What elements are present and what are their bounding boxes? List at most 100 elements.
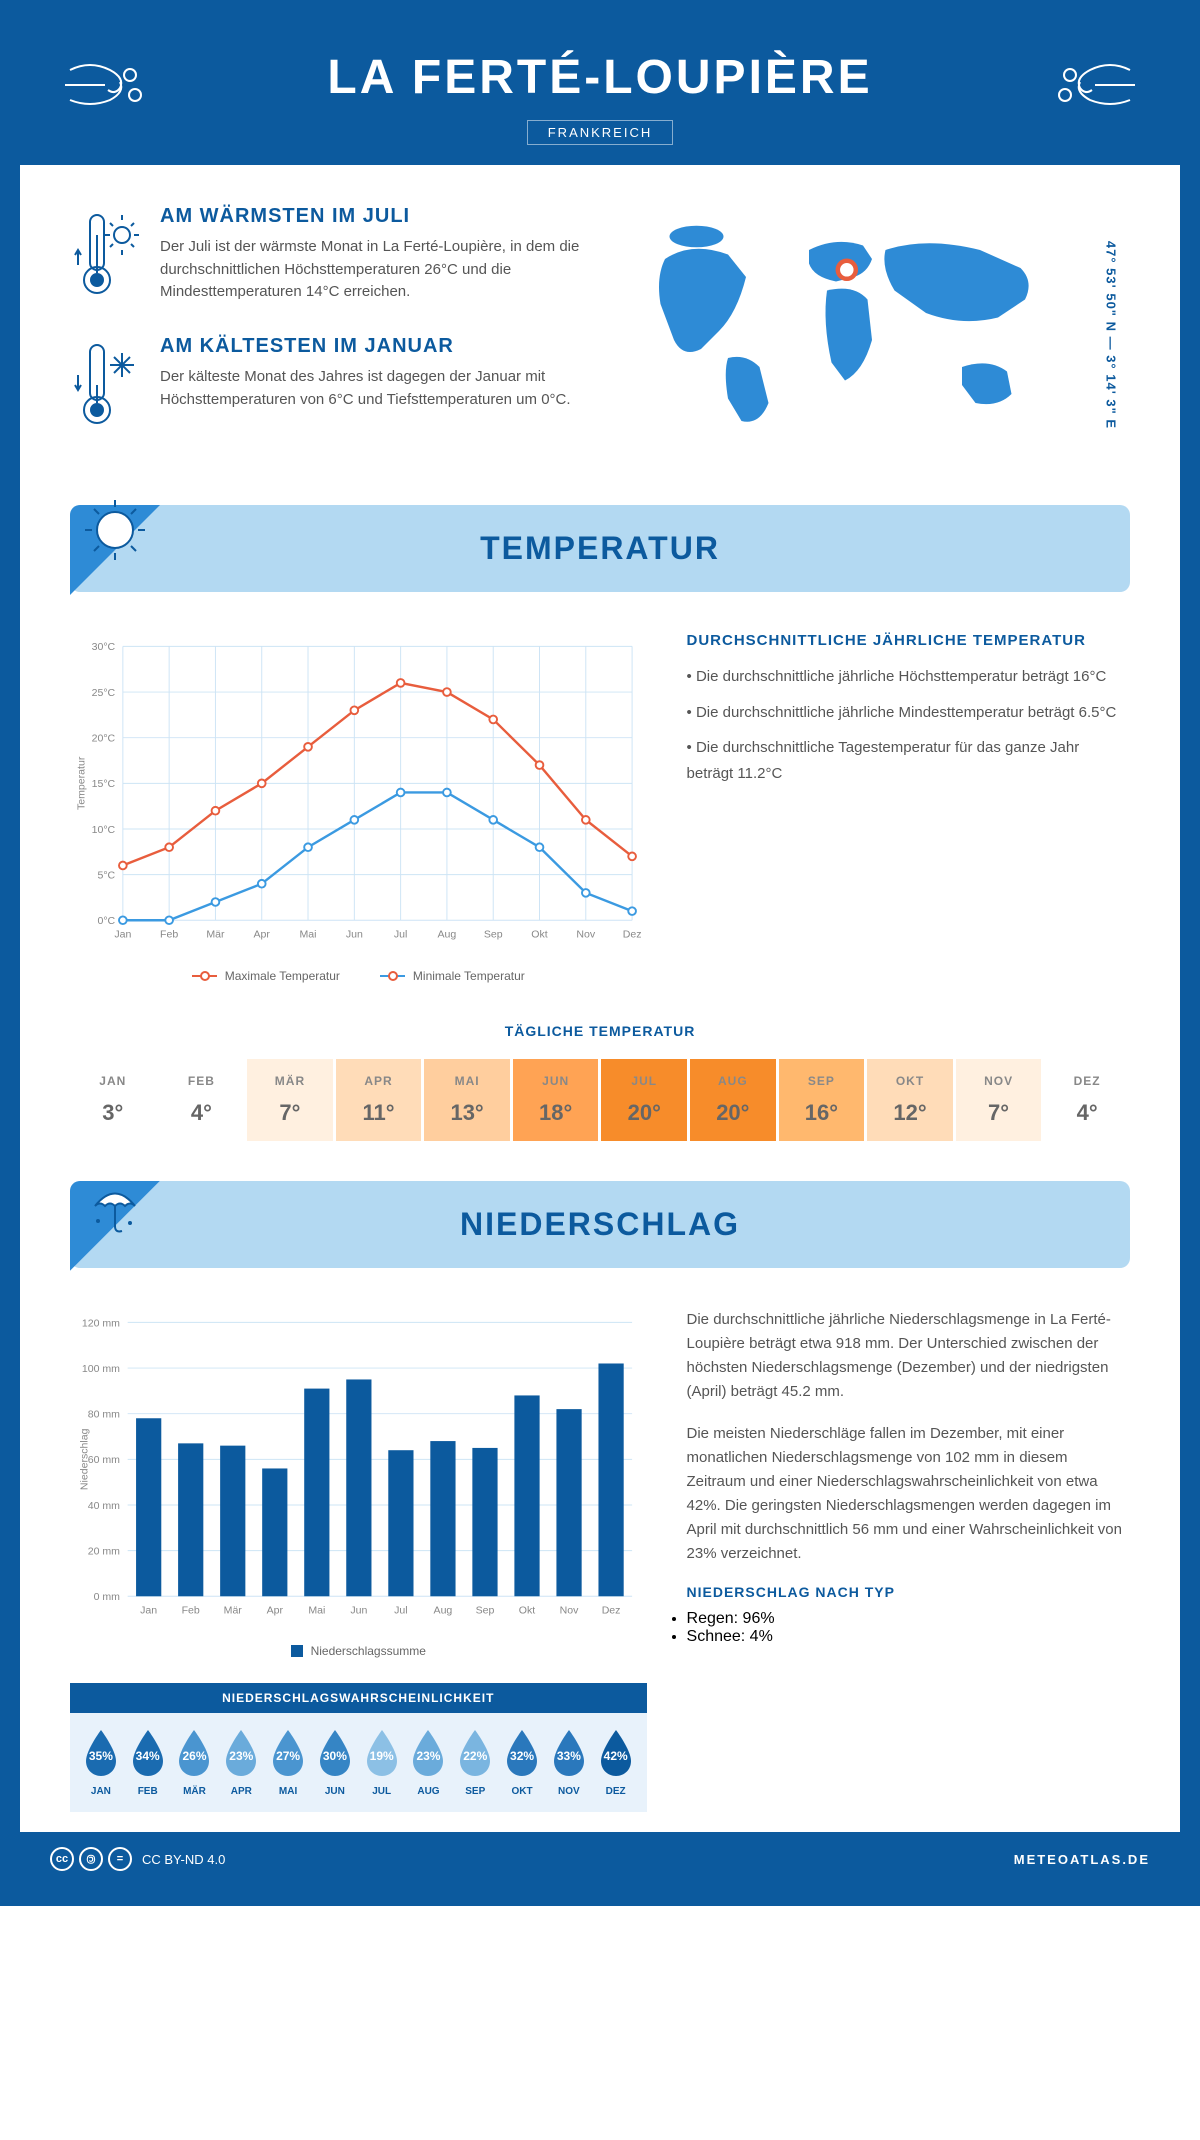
prob-cell: 35%JAN [80, 1728, 122, 1797]
svg-text:Mai: Mai [300, 929, 317, 941]
prob-cell: 23%APR [220, 1728, 262, 1797]
svg-text:Mai: Mai [308, 1604, 325, 1616]
precip-legend: Niederschlagssumme [70, 1644, 647, 1658]
prob-cell: 27%MAI [267, 1728, 309, 1797]
svg-text:Temperatur: Temperatur [75, 756, 87, 810]
svg-text:Apr: Apr [254, 929, 271, 941]
wind-icon-right [1040, 50, 1140, 120]
header: LA FERTÉ-LOUPIÈRE FRANKREICH [20, 20, 1180, 165]
fact-warm-text: Der Juli ist der wärmste Monat in La Fer… [160, 236, 580, 304]
svg-text:Sep: Sep [484, 929, 503, 941]
prob-cell: 34%FEB [127, 1728, 169, 1797]
legend-max: Maximale Temperatur [225, 969, 340, 983]
daily-temp-cell: JUN18° [513, 1059, 599, 1141]
temp-info-item: Die durchschnittliche jährliche Höchstte… [687, 664, 1130, 690]
daily-temp-cell: FEB4° [159, 1059, 245, 1141]
probability-box: NIEDERSCHLAGSWAHRSCHEINLICHKEIT 35%JAN34… [70, 1683, 647, 1812]
precipitation-bar-chart: 0 mm20 mm40 mm60 mm80 mm100 mm120 mmJanF… [70, 1308, 647, 1635]
prob-cell: 23%AUG [408, 1728, 450, 1797]
daily-temp-cell: OKT12° [867, 1059, 953, 1141]
temp-info-title: DURCHSCHNITTLICHE JÄHRLICHE TEMPERATUR [687, 632, 1130, 649]
precip-type-list: Regen: 96%Schnee: 4% [687, 1610, 1130, 1646]
svg-text:Aug: Aug [434, 1604, 453, 1616]
umbrella-icon [80, 1171, 150, 1241]
svg-text:Jan: Jan [140, 1604, 157, 1616]
prob-grid: 35%JAN34%FEB26%MÄR23%APR27%MAI30%JUN19%J… [70, 1713, 647, 1812]
precip-type-title: NIEDERSCHLAG NACH TYP [687, 1584, 1130, 1600]
svg-text:30°C: 30°C [92, 641, 116, 653]
daily-temp-cell: APR11° [336, 1059, 422, 1141]
svg-text:Dez: Dez [602, 1604, 621, 1616]
daily-temp-cell: DEZ4° [1044, 1059, 1130, 1141]
svg-text:20 mm: 20 mm [88, 1545, 120, 1557]
svg-text:Jun: Jun [346, 929, 363, 941]
prob-cell: 30%JUN [314, 1728, 356, 1797]
map-column [620, 205, 1130, 465]
thermometer-cold-icon [70, 335, 140, 435]
world-map [620, 205, 1070, 439]
svg-text:120 mm: 120 mm [82, 1317, 120, 1329]
precip-title: NIEDERSCHLAG [100, 1206, 1100, 1243]
legend-min: Minimale Temperatur [413, 969, 525, 983]
svg-text:80 mm: 80 mm [88, 1408, 120, 1420]
site-name: METEOATLAS.DE [1014, 1852, 1150, 1867]
svg-text:0°C: 0°C [97, 915, 115, 927]
cc-icon: cc [50, 1847, 74, 1871]
temp-info-item: Die durchschnittliche Tagestemperatur fü… [687, 735, 1130, 786]
precip-type-item: Schnee: 4% [687, 1628, 1130, 1646]
svg-text:25°C: 25°C [92, 687, 116, 699]
svg-text:Sep: Sep [476, 1604, 495, 1616]
daily-temp-cell: JUL20° [601, 1059, 687, 1141]
daily-temp-grid: JAN3°FEB4°MÄR7°APR11°MAI13°JUN18°JUL20°A… [70, 1059, 1130, 1141]
thermometer-hot-icon [70, 205, 140, 305]
svg-text:Niederschlag: Niederschlag [78, 1428, 90, 1490]
prob-cell: 22%SEP [454, 1728, 496, 1797]
prob-cell: 19%JUL [361, 1728, 403, 1797]
svg-text:Aug: Aug [438, 929, 457, 941]
sun-icon [80, 495, 150, 565]
prob-cell: 26%MÄR [174, 1728, 216, 1797]
svg-text:100 mm: 100 mm [82, 1363, 120, 1375]
svg-text:Nov: Nov [576, 929, 595, 941]
temp-info-item: Die durchschnittliche jährliche Mindestt… [687, 700, 1130, 726]
wind-icon-left [60, 50, 160, 120]
temp-chart-area: 0°C5°C10°C15°C20°C25°C30°CJanFebMärAprMa… [20, 592, 1180, 1023]
svg-text:15°C: 15°C [92, 778, 116, 790]
infographic-container: LA FERTÉ-LOUPIÈRE FRANKREICH AM WÄRMSTEN… [0, 0, 1200, 1906]
svg-text:Jul: Jul [394, 929, 407, 941]
by-icon: 🄯 [79, 1847, 103, 1871]
svg-text:5°C: 5°C [97, 869, 115, 881]
temp-info-list: Die durchschnittliche jährliche Höchstte… [687, 664, 1130, 786]
prob-cell: 32%OKT [501, 1728, 543, 1797]
precip-section-header: NIEDERSCHLAG [70, 1181, 1130, 1268]
country-label: FRANKREICH [527, 120, 674, 145]
svg-text:40 mm: 40 mm [88, 1500, 120, 1512]
daily-temp-cell: MÄR7° [247, 1059, 333, 1141]
svg-text:0 mm: 0 mm [94, 1591, 121, 1603]
prob-title: NIEDERSCHLAGSWAHRSCHEINLICHKEIT [70, 1683, 647, 1713]
fact-warmest: AM WÄRMSTEN IM JULI Der Juli ist der wär… [70, 205, 580, 305]
temp-section-header: TEMPERATUR [70, 505, 1130, 592]
svg-text:10°C: 10°C [92, 824, 116, 836]
precip-text-2: Die meisten Niederschläge fallen im Deze… [687, 1422, 1130, 1566]
svg-text:Apr: Apr [267, 1604, 284, 1616]
svg-text:Mär: Mär [224, 1604, 243, 1616]
daily-temp-cell: AUG20° [690, 1059, 776, 1141]
location-title: LA FERTÉ-LOUPIÈRE [40, 50, 1160, 105]
intro-section: AM WÄRMSTEN IM JULI Der Juli ist der wär… [20, 165, 1180, 505]
svg-text:Okt: Okt [519, 1604, 535, 1616]
fact-coldest: AM KÄLTESTEN IM JANUAR Der kälteste Mona… [70, 335, 580, 435]
daily-temp-cell: JAN3° [70, 1059, 156, 1141]
svg-text:60 mm: 60 mm [88, 1454, 120, 1466]
footer: cc 🄯 = CC BY-ND 4.0 METEOATLAS.DE [20, 1832, 1180, 1886]
prob-cell: 33%NOV [548, 1728, 590, 1797]
precip-legend-label: Niederschlagssumme [311, 1644, 426, 1658]
precip-body: 0 mm20 mm40 mm60 mm80 mm100 mm120 mmJanF… [20, 1268, 1180, 1833]
fact-cold-title: AM KÄLTESTEN IM JANUAR [160, 335, 580, 358]
svg-text:Okt: Okt [531, 929, 547, 941]
svg-text:20°C: 20°C [92, 733, 116, 745]
svg-text:Jul: Jul [394, 1604, 407, 1616]
fact-cold-text: Der kälteste Monat des Jahres ist dagege… [160, 366, 580, 411]
svg-text:Jun: Jun [350, 1604, 367, 1616]
facts-column: AM WÄRMSTEN IM JULI Der Juli ist der wär… [70, 205, 580, 465]
